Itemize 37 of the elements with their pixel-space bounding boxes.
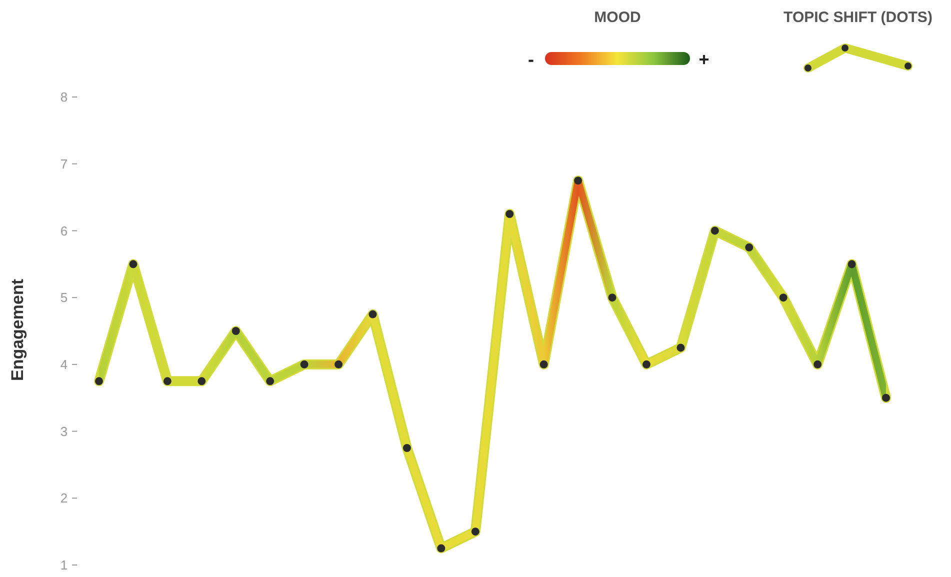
point <box>232 327 240 335</box>
y-tick-label: 5 <box>60 290 68 306</box>
point <box>129 260 138 268</box>
point <box>471 528 480 536</box>
color-bar-title: MOOD <box>594 9 641 26</box>
point <box>95 377 103 386</box>
point <box>368 310 377 318</box>
y-axis-title: Engagement <box>8 278 27 382</box>
point <box>266 377 274 386</box>
point <box>437 544 446 552</box>
point <box>198 377 206 386</box>
y-tick-label: 1 <box>60 558 68 573</box>
point <box>745 243 754 252</box>
point <box>300 360 308 368</box>
point <box>540 360 548 368</box>
point <box>334 360 343 368</box>
point <box>848 260 856 268</box>
point <box>574 176 582 185</box>
point <box>506 210 514 218</box>
point <box>710 226 719 235</box>
point <box>608 294 616 302</box>
y-tick-label: 6 <box>60 223 68 238</box>
text: TOPIC SHIFT (DOTS) <box>784 9 932 26</box>
point <box>779 294 788 302</box>
point <box>814 360 822 368</box>
y-tick-label: 2 <box>60 490 68 506</box>
y-tick-label: 3 <box>60 424 68 439</box>
point <box>676 344 685 352</box>
text: - <box>528 49 534 70</box>
point <box>163 377 172 386</box>
point <box>882 394 890 402</box>
y-tick-label: 8 <box>60 90 68 105</box>
text: + <box>698 49 710 70</box>
y-tick-label: 4 <box>60 356 68 372</box>
y-tick-label: 7 <box>60 156 68 172</box>
point <box>642 360 650 368</box>
point <box>402 444 411 452</box>
